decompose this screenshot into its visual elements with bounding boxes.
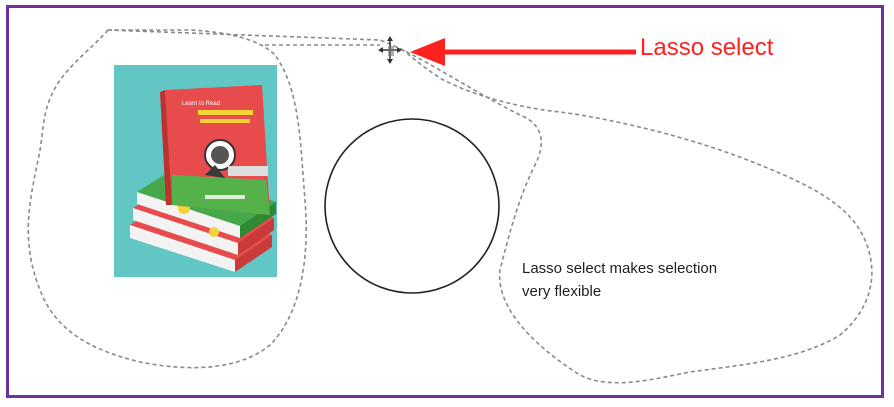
book-stack-image[interactable]: Learn to Read <box>114 65 277 277</box>
left-arrow-icon <box>410 38 636 66</box>
lasso-selection-path-left <box>27 29 308 369</box>
lasso-note-textbox[interactable]: Lasso select makes selection very flexib… <box>522 257 822 303</box>
note-line-2: very flexible <box>522 283 602 300</box>
lasso-selection-path-right <box>107 29 873 384</box>
note-line-1: Lasso select makes selection <box>522 260 718 277</box>
move-cursor-icon <box>378 36 402 64</box>
circle-shape[interactable] <box>324 118 500 294</box>
cover-title: Learn to Read <box>182 101 220 107</box>
book-cover: Learn to Read <box>160 85 270 215</box>
lasso-select-label: Lasso select <box>640 34 774 61</box>
